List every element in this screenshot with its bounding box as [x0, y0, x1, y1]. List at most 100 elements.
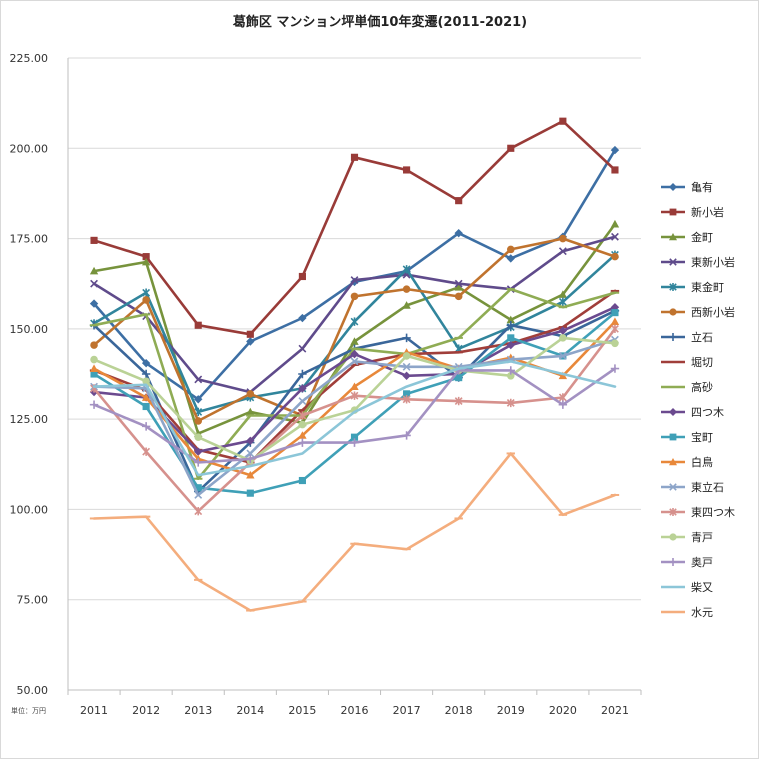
data-point [507, 144, 515, 152]
legend-label: 東金町 [691, 280, 724, 294]
series-西新小岩 [90, 234, 619, 425]
legend-label: 奥戸 [691, 555, 713, 569]
data-point [611, 166, 619, 174]
x-tick-label: 2012 [132, 704, 160, 717]
legend-item: 西新小岩 [661, 305, 735, 319]
legend-label: 亀有 [691, 180, 713, 194]
x-tick-label: 2018 [445, 704, 473, 717]
legend-marker [669, 208, 677, 216]
data-point [506, 398, 515, 408]
data-point [559, 334, 567, 342]
data-point [506, 315, 515, 324]
legend-label: 白鳥 [691, 455, 713, 469]
y-tick-label: 50.00 [17, 684, 49, 697]
data-point [246, 390, 255, 398]
legend-item: 白鳥 [661, 455, 713, 469]
legend-marker [669, 258, 677, 266]
series-奥戸 [89, 364, 620, 467]
data-point [90, 279, 98, 288]
legend-label: 高砂 [691, 380, 713, 394]
data-point [350, 438, 359, 447]
data-point [142, 377, 150, 386]
data-point [90, 236, 98, 244]
data-point [90, 341, 98, 349]
chart-title: 葛飾区 マンション坪単価10年変遷(2011-2021) [232, 14, 527, 30]
series-水元 [89, 452, 620, 612]
legend-marker [669, 408, 677, 416]
data-point [194, 491, 203, 499]
y-tick-label: 200.00 [10, 142, 49, 155]
legend-marker [669, 558, 677, 566]
data-point [298, 344, 307, 353]
data-point [506, 372, 515, 380]
data-point [403, 390, 411, 398]
data-point [506, 321, 515, 330]
data-point [454, 279, 463, 288]
data-point [402, 301, 411, 309]
series-lines [89, 117, 620, 612]
data-point [402, 362, 411, 371]
legend-item: 立石 [661, 330, 713, 344]
data-point [142, 402, 150, 411]
data-point [350, 357, 359, 366]
data-point [454, 292, 463, 301]
legend-label: 立石 [691, 330, 713, 344]
data-point [558, 371, 568, 380]
data-point [610, 145, 620, 155]
data-point [402, 265, 411, 274]
series-柴又 [92, 360, 617, 477]
x-tick-label: 2011 [80, 704, 108, 717]
data-point [506, 245, 515, 254]
data-point [558, 352, 567, 360]
legend-marker [669, 508, 677, 516]
data-point [142, 447, 151, 456]
x-tick-label: 2019 [497, 704, 525, 717]
legend-label: 宝町 [691, 430, 713, 444]
data-point [298, 420, 307, 429]
data-point [246, 470, 255, 479]
data-point [402, 285, 411, 293]
data-point [298, 397, 307, 406]
legend-label: 西新小岩 [691, 305, 735, 319]
y-tick-label: 75.00 [17, 594, 49, 607]
series-line [92, 452, 617, 612]
data-point [559, 117, 567, 125]
data-point [558, 297, 567, 306]
legend-item: 四つ木 [661, 406, 724, 419]
data-point [558, 290, 568, 298]
data-point [454, 396, 463, 406]
data-point [610, 364, 620, 373]
legend-label: 青戸 [691, 531, 713, 544]
data-point [89, 364, 99, 372]
data-point [506, 366, 515, 375]
legend-item: 新小岩 [661, 205, 724, 219]
data-point [350, 276, 359, 285]
series-line [92, 119, 617, 336]
data-point [350, 382, 359, 390]
data-point [558, 247, 567, 256]
axes: 50.00 75.00 100.00 125.00 150.00 175.00 200.00… [10, 52, 642, 717]
data-point [611, 232, 619, 241]
legend-label: 新小岩 [691, 205, 724, 219]
data-point [611, 309, 619, 317]
x-tick-label: 2015 [288, 704, 316, 717]
data-point [454, 228, 463, 238]
legend-marker [669, 458, 677, 466]
legend-item: 高砂 [661, 380, 713, 394]
unit-label: 単位：万円 [11, 706, 46, 715]
data-point [89, 299, 99, 308]
data-point [454, 283, 463, 291]
legend-item: 東新小岩 [661, 255, 735, 269]
legend-item: 柴又 [661, 580, 713, 594]
data-point [246, 489, 254, 497]
data-point [142, 253, 150, 261]
data-point [402, 333, 411, 343]
data-point [141, 257, 151, 266]
legend-item: 亀有 [661, 180, 713, 194]
data-point [194, 375, 203, 384]
data-point [194, 458, 203, 467]
series-金町 [89, 219, 620, 437]
data-point [246, 407, 255, 416]
legend: 亀有新小岩金町東新小岩東金町西新小岩立石堀切高砂四つ木宝町白鳥東立石東四つ木青戸… [661, 180, 735, 619]
